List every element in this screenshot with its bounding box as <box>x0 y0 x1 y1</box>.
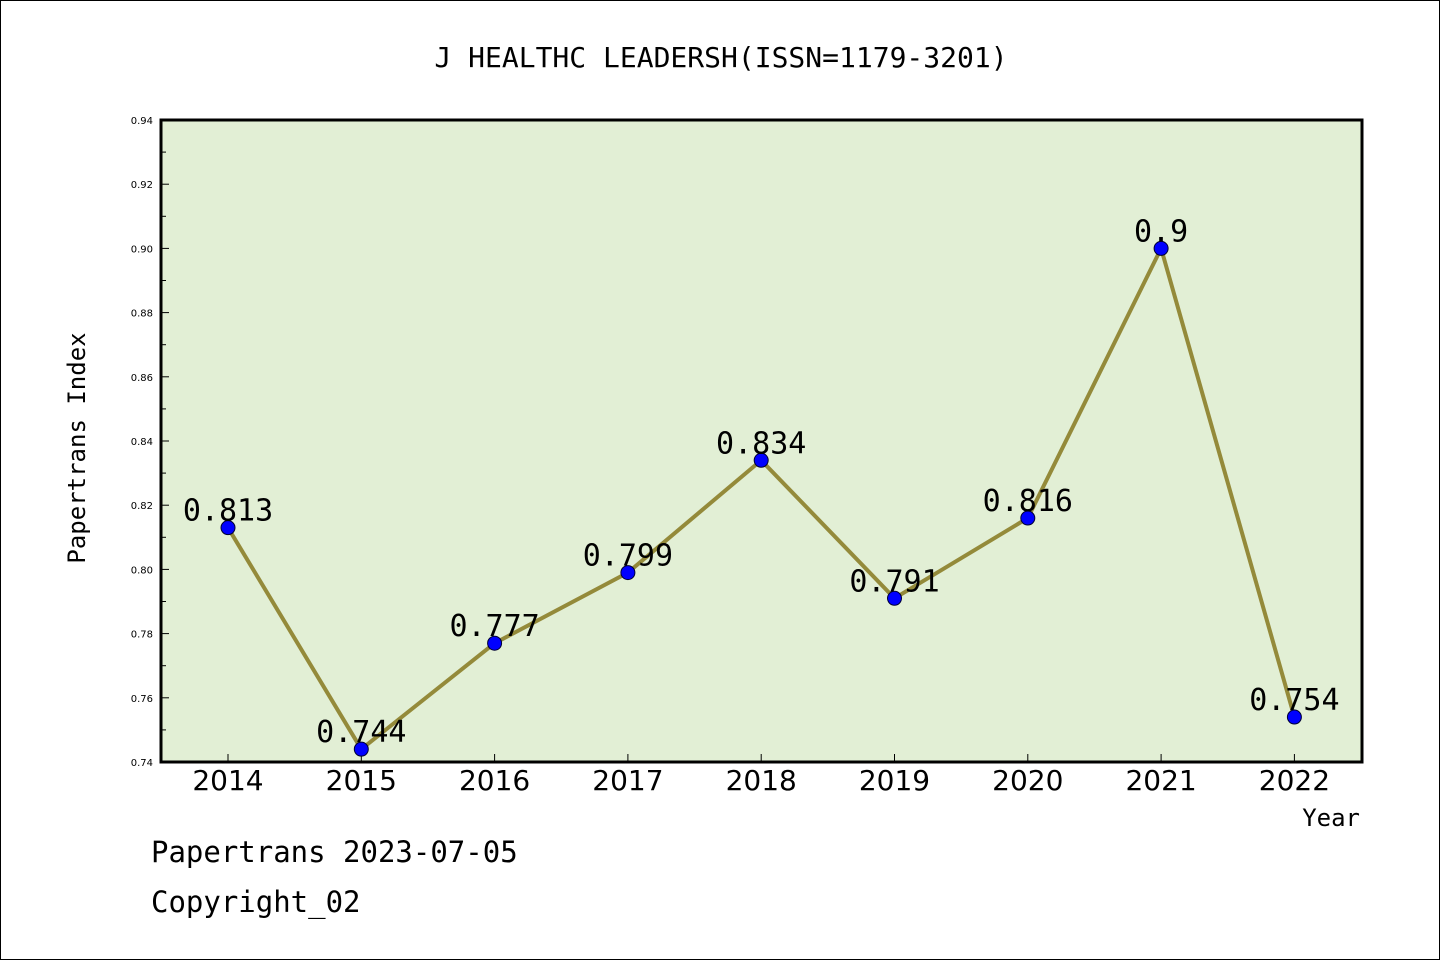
data-markers <box>220 240 1302 757</box>
x-tick-label: 2017 <box>592 764 663 797</box>
y-axis-title: Papertrans Index <box>63 332 91 563</box>
y-tick-label: 0.74 <box>131 758 153 769</box>
data-point <box>753 452 769 468</box>
x-axis: 2014 2015 2016 2017 2018 2019 2020 2021 2022 <box>192 754 1330 797</box>
x-tick-label: 2015 <box>326 764 397 797</box>
data-label: 0.813 <box>183 494 273 529</box>
x-tick-label: 2021 <box>1125 764 1196 797</box>
y-tick-label: 0.88 <box>131 309 153 320</box>
data-labels: 0.813 0.744 0.777 0.799 0.834 0.791 0.816 0.9 0.… <box>183 214 1340 750</box>
footer-copyright-text: Copyright_02 <box>151 885 361 919</box>
y-tick-label: 0.84 <box>131 437 153 448</box>
plot-frame <box>159 118 1364 764</box>
footer-date-text: Papertrans 2023-07-05 <box>151 835 518 869</box>
y-tick-label: 0.90 <box>131 244 153 255</box>
x-tick-label: 2020 <box>992 764 1063 797</box>
data-point <box>353 741 369 757</box>
chart-title: J HEALTHC LEADERSH(ISSN=1179-3201) <box>434 41 1007 74</box>
data-point <box>1286 709 1302 725</box>
data-label: 0.744 <box>316 715 406 750</box>
plot-area <box>161 120 1362 762</box>
data-label: 0.791 <box>849 564 939 599</box>
x-tick-label: 2018 <box>726 764 797 797</box>
y-tick-label: 0.82 <box>131 501 153 512</box>
y-tick-label: 0.94 <box>131 116 153 127</box>
data-point <box>487 635 503 651</box>
y-tick-label: 0.92 <box>131 180 153 191</box>
data-label: 0.754 <box>1249 683 1339 718</box>
x-tick-label: 2016 <box>459 764 530 797</box>
x-axis-title: Year <box>1302 804 1360 832</box>
data-point <box>887 590 902 606</box>
y-tick-label: 0.78 <box>131 630 153 641</box>
data-label: 0.799 <box>583 539 673 574</box>
data-point <box>220 520 236 536</box>
data-label: 0.777 <box>449 609 539 644</box>
data-label: 0.816 <box>983 484 1073 519</box>
data-label: 0.9 <box>1134 214 1188 249</box>
data-point <box>620 565 636 581</box>
data-point <box>1020 510 1036 526</box>
y-tick-label: 0.76 <box>131 694 153 705</box>
y-tick-label: 0.80 <box>131 565 153 576</box>
x-tick-label: 2014 <box>192 764 263 797</box>
x-tick-label: 2022 <box>1259 764 1330 797</box>
x-tick-label: 2019 <box>859 764 930 797</box>
data-label: 0.834 <box>716 426 806 461</box>
y-tick-label: 0.86 <box>131 373 153 384</box>
data-point <box>1153 240 1169 256</box>
